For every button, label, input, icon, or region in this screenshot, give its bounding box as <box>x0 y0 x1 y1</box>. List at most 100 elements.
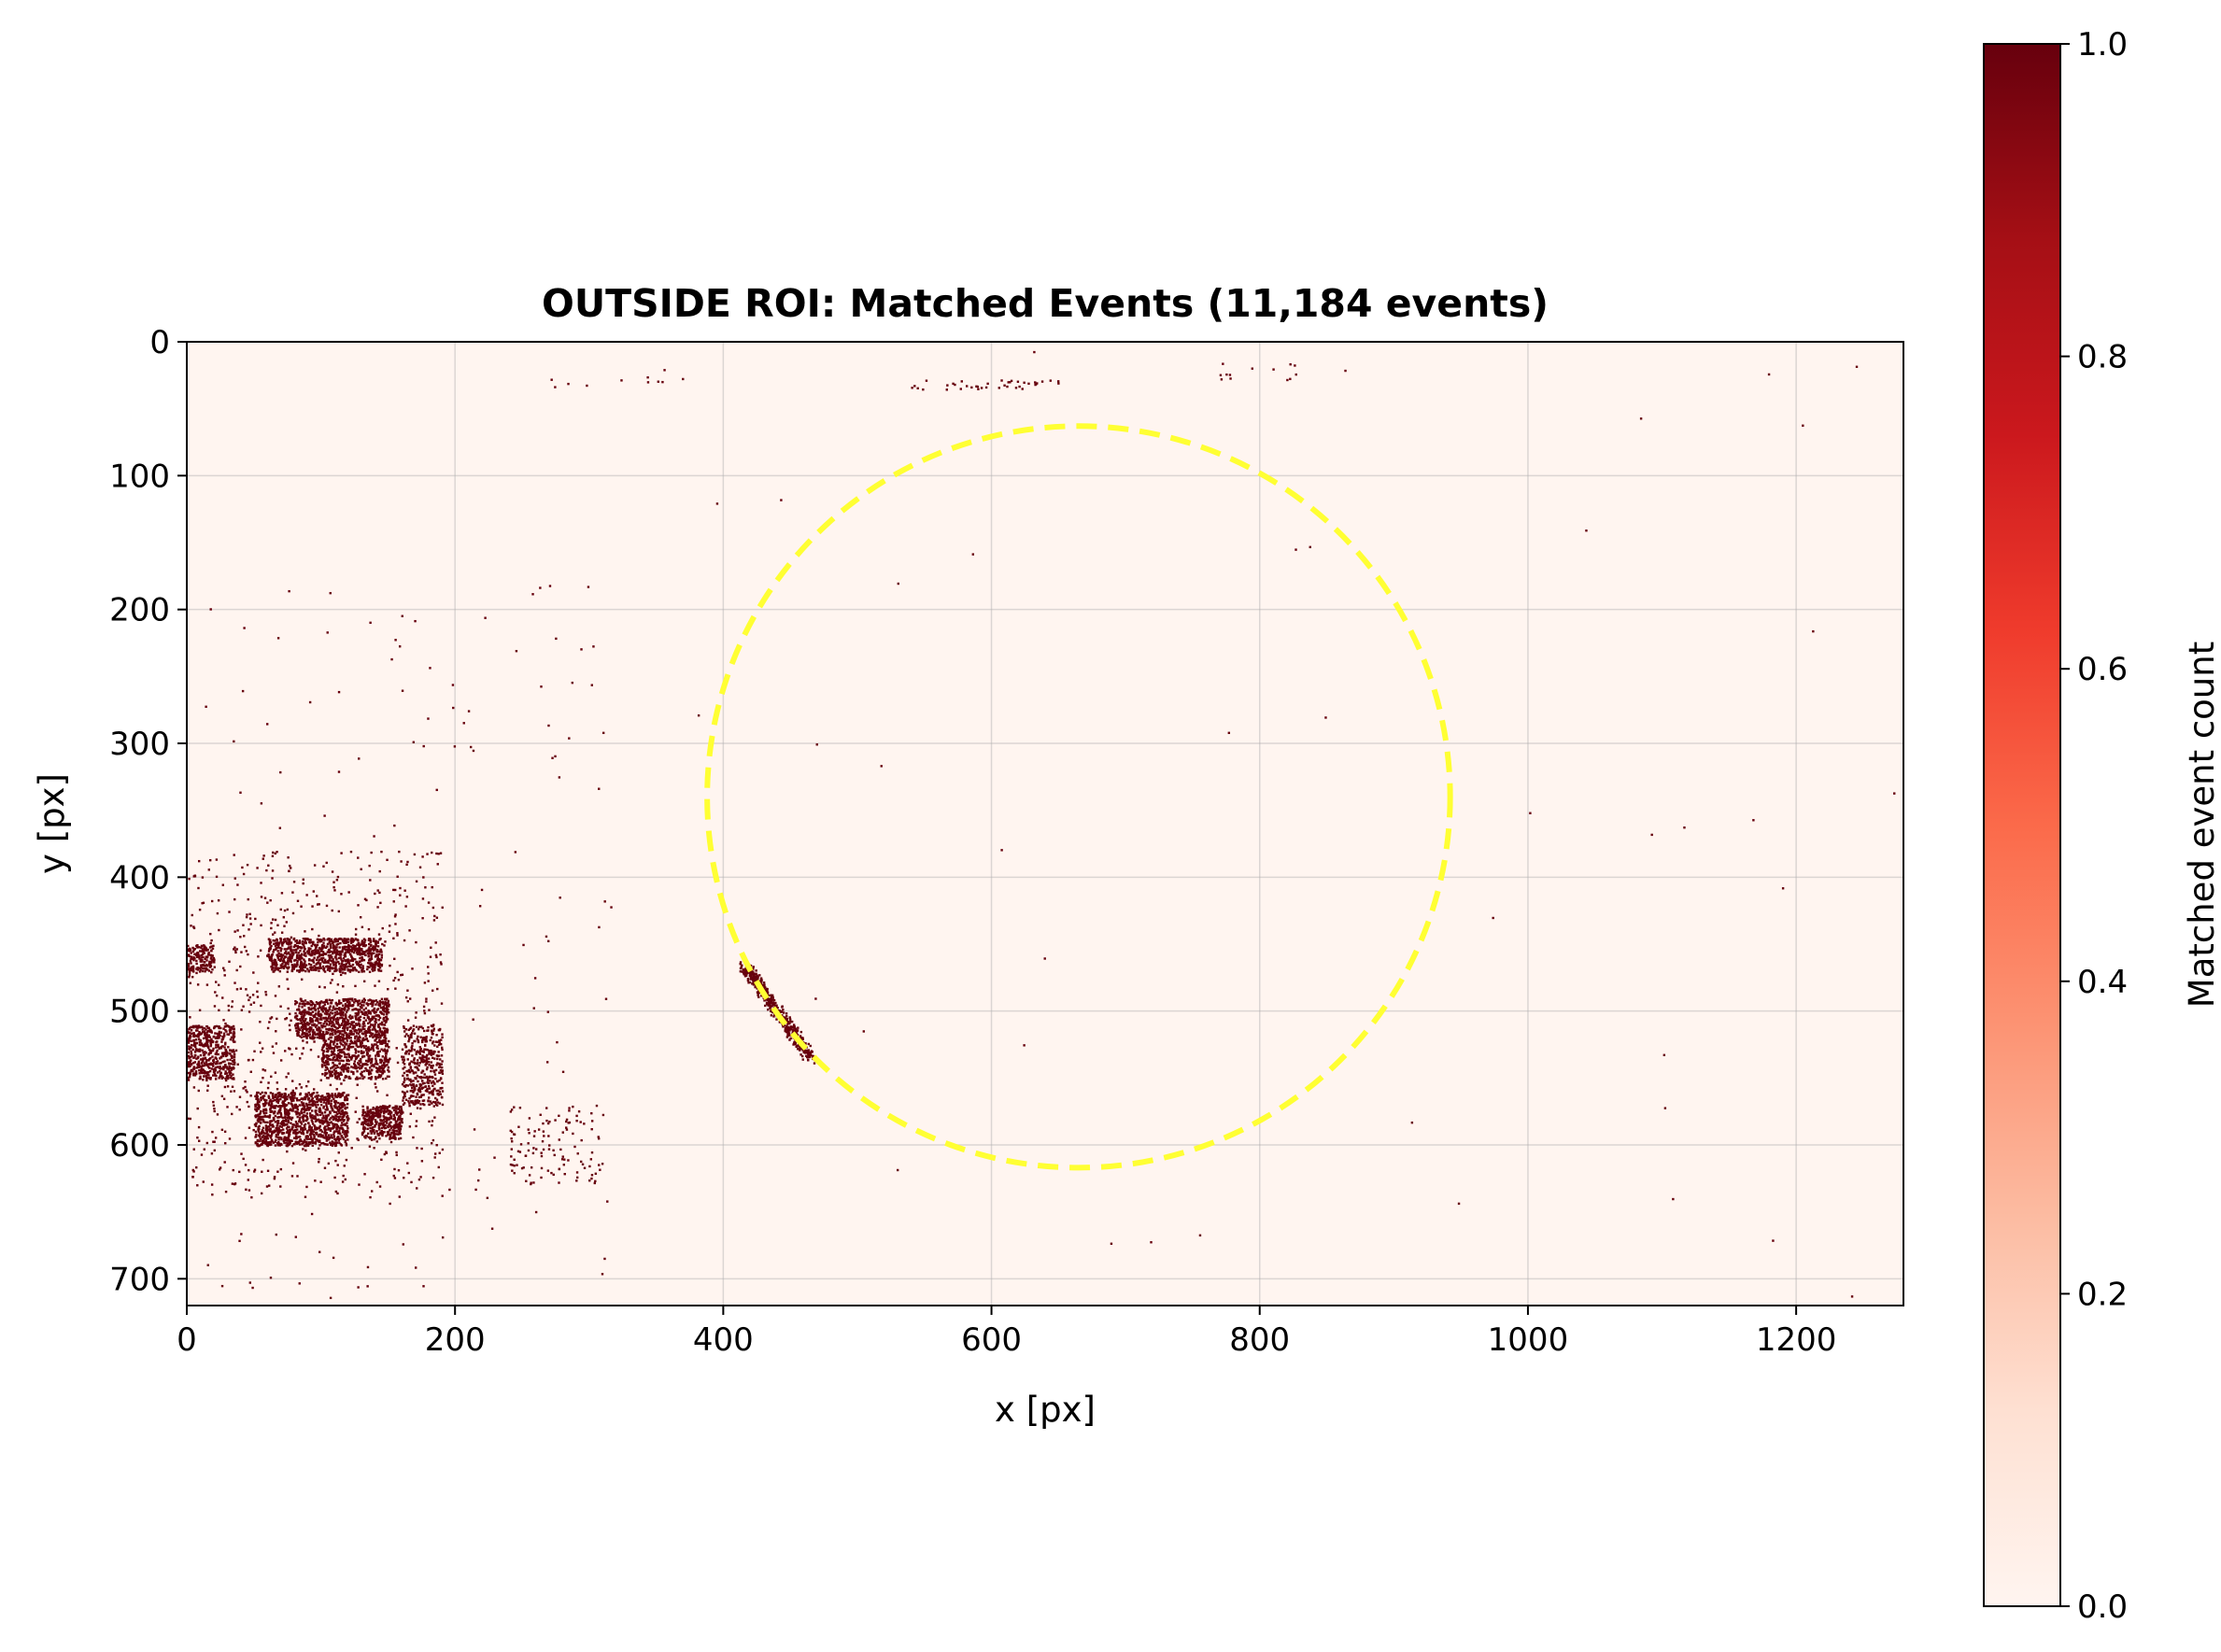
event-point <box>361 959 363 962</box>
event-point <box>345 1094 348 1098</box>
event-point <box>206 1066 210 1068</box>
event-point <box>288 1140 290 1143</box>
event-point <box>381 1002 385 1005</box>
event-point <box>413 1089 416 1093</box>
event-point <box>320 1066 324 1068</box>
event-point <box>382 1066 385 1069</box>
event-point <box>221 1052 224 1054</box>
event-point <box>422 1099 426 1102</box>
event-point <box>330 1011 332 1014</box>
event-point <box>349 1037 352 1039</box>
event-point <box>417 1027 420 1031</box>
event-point <box>190 1025 192 1029</box>
event-point <box>335 1123 339 1126</box>
event-point <box>336 1120 340 1123</box>
event-point <box>370 954 373 957</box>
event-point <box>299 1010 302 1013</box>
event-point <box>271 959 274 963</box>
event-point <box>423 1103 426 1107</box>
event-point <box>307 1137 310 1140</box>
event-point <box>383 1020 386 1023</box>
event-point <box>335 1064 338 1067</box>
event-point <box>323 1064 327 1066</box>
event-point <box>389 1057 391 1060</box>
event-point <box>364 1035 367 1038</box>
event-point <box>313 1007 317 1010</box>
event-point <box>375 1107 378 1109</box>
event-point <box>334 1110 338 1114</box>
event-point <box>432 1052 435 1055</box>
event-point <box>311 1114 314 1117</box>
event-point <box>427 1084 431 1088</box>
event-point <box>347 940 350 944</box>
event-point <box>371 1024 375 1026</box>
event-point <box>361 965 364 967</box>
event-point <box>314 1012 318 1015</box>
event-point <box>290 1116 294 1120</box>
event-point <box>279 1107 282 1109</box>
event-point <box>349 939 352 941</box>
event-point <box>296 1123 299 1125</box>
event-point <box>255 1122 258 1125</box>
event-point <box>201 969 205 973</box>
event-point <box>276 1097 278 1101</box>
event-point <box>398 1130 401 1134</box>
event-point <box>378 1113 382 1116</box>
event-point <box>318 938 320 941</box>
event-point <box>379 969 383 972</box>
event-point <box>308 1033 312 1036</box>
event-point <box>350 1056 353 1059</box>
event-point <box>330 955 333 958</box>
event-point <box>341 1016 344 1020</box>
event-point <box>279 954 282 957</box>
event-point <box>290 956 293 960</box>
event-point <box>285 921 288 924</box>
event-point <box>282 938 286 941</box>
event-point <box>335 943 338 946</box>
event-point <box>306 1135 309 1138</box>
event-point <box>417 1086 421 1090</box>
event-point <box>412 1072 416 1075</box>
event-point <box>324 1129 327 1133</box>
event-point <box>330 1001 332 1005</box>
event-point <box>347 1054 351 1057</box>
event-point <box>205 967 208 970</box>
event-point <box>355 1065 358 1067</box>
event-point <box>285 950 288 953</box>
event-point <box>384 1030 387 1034</box>
event-point <box>318 1018 322 1021</box>
event-point <box>326 968 330 971</box>
event-point <box>431 851 433 854</box>
event-point <box>431 1142 433 1145</box>
event-point <box>335 1075 338 1078</box>
event-point <box>212 1067 216 1071</box>
event-point <box>377 1034 381 1037</box>
event-point <box>239 965 242 968</box>
event-point <box>205 1076 209 1080</box>
event-point <box>331 967 334 970</box>
event-point <box>254 1130 258 1134</box>
event-point <box>327 1017 330 1020</box>
event-point <box>382 1007 386 1010</box>
event-point <box>366 967 369 971</box>
event-point <box>336 1071 340 1075</box>
event-point <box>318 955 320 958</box>
event-point <box>332 1006 335 1010</box>
event-point <box>359 1002 361 1005</box>
event-point <box>278 1109 282 1112</box>
event-point <box>408 1036 411 1039</box>
event-point <box>307 1030 311 1034</box>
event-point <box>371 965 374 968</box>
event-point <box>322 1007 326 1010</box>
event-point <box>283 1099 287 1102</box>
event-point <box>344 1066 347 1069</box>
event-point <box>425 1075 429 1079</box>
event-point <box>314 967 317 970</box>
event-point <box>352 951 356 954</box>
event-point <box>194 1070 198 1073</box>
event-point <box>295 1029 298 1033</box>
event-point <box>212 1026 216 1030</box>
event-point <box>408 1070 412 1074</box>
event-point <box>380 1059 383 1063</box>
event-point <box>282 1105 286 1108</box>
